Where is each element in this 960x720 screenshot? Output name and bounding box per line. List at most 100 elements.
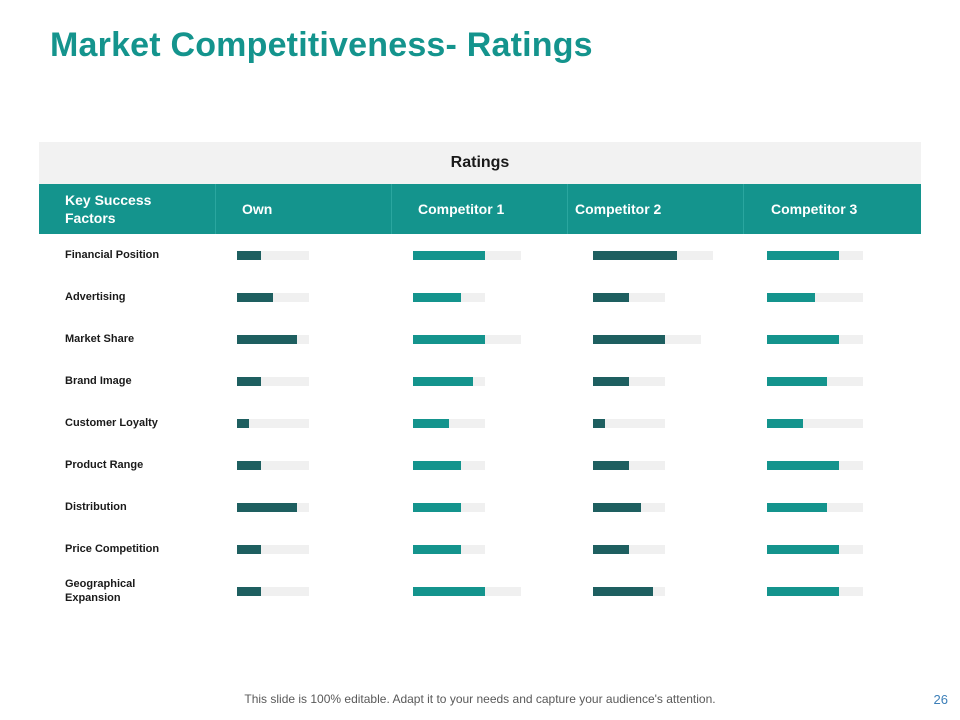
table-row: Price Competition bbox=[39, 528, 921, 570]
column-header-competitor-3: Competitor 3 bbox=[771, 201, 858, 217]
rating-bar-competitor-2 bbox=[593, 503, 641, 512]
rating-bar-competitor-1 bbox=[413, 251, 485, 260]
rating-bar-track bbox=[413, 251, 521, 260]
rating-bar-competitor-3 bbox=[767, 545, 839, 554]
rating-bar-own bbox=[237, 503, 297, 512]
rating-bar-competitor-1 bbox=[413, 587, 485, 596]
rating-bar-own bbox=[237, 377, 261, 386]
factor-label: Distribution bbox=[65, 501, 127, 513]
table-row: Geographical Expansion bbox=[39, 570, 921, 612]
rating-bar-track bbox=[237, 419, 309, 428]
header-divider bbox=[215, 184, 216, 234]
header-divider bbox=[391, 184, 392, 234]
ratings-band-title: Ratings bbox=[39, 142, 921, 184]
column-header-own: Own bbox=[242, 201, 273, 217]
factor-label: Product Range bbox=[65, 459, 144, 471]
rating-bar-competitor-2 bbox=[593, 545, 629, 554]
rating-bar-track bbox=[413, 419, 485, 428]
column-header-competitor-1: Competitor 1 bbox=[418, 201, 505, 217]
factor-label: Brand Image bbox=[65, 375, 132, 387]
factor-label: Price Competition bbox=[65, 543, 160, 555]
factor-label: Financial Position bbox=[65, 249, 160, 261]
rating-bar-competitor-2 bbox=[593, 419, 605, 428]
header-divider bbox=[567, 184, 568, 234]
rating-bar-track bbox=[593, 335, 701, 344]
rating-bar-competitor-1 bbox=[413, 503, 461, 512]
rating-bar-own bbox=[237, 251, 261, 260]
rating-bar-track bbox=[767, 419, 863, 428]
table-row: Market Share bbox=[39, 318, 921, 360]
rating-bar-track bbox=[237, 545, 309, 554]
slide-title: Market Competitiveness- Ratings bbox=[50, 26, 593, 64]
rating-bar-competitor-2 bbox=[593, 335, 665, 344]
rating-bar-track bbox=[767, 461, 863, 470]
rating-bar-track bbox=[767, 377, 863, 386]
rating-bar-track bbox=[413, 587, 521, 596]
page-number: 26 bbox=[933, 692, 948, 707]
rating-bar-track bbox=[593, 251, 713, 260]
table-row: Product Range bbox=[39, 444, 921, 486]
factor-label: Advertising bbox=[65, 291, 126, 303]
rating-bar-track bbox=[237, 587, 309, 596]
rating-bar-competitor-1 bbox=[413, 419, 449, 428]
rating-bar-track bbox=[237, 335, 309, 344]
rating-bar-own bbox=[237, 335, 297, 344]
rating-bar-competitor-2 bbox=[593, 293, 629, 302]
rating-bar-competitor-2 bbox=[593, 251, 677, 260]
factor-label: Geographical Expansion bbox=[65, 578, 136, 604]
ratings-table: Ratings Key Success Factors Own Competito… bbox=[39, 142, 921, 614]
rating-bar-competitor-3 bbox=[767, 503, 827, 512]
rating-bar-track bbox=[413, 503, 485, 512]
rating-bar-competitor-2 bbox=[593, 377, 629, 386]
table-row: Distribution bbox=[39, 486, 921, 528]
rating-bar-competitor-1 bbox=[413, 377, 473, 386]
rating-bar-track bbox=[593, 293, 665, 302]
rating-bar-track bbox=[237, 293, 309, 302]
rating-bar-track bbox=[767, 251, 863, 260]
factor-label: Market Share bbox=[65, 333, 135, 345]
rating-bar-track bbox=[413, 461, 485, 470]
rating-bar-track bbox=[593, 377, 665, 386]
table-row: Brand Image bbox=[39, 360, 921, 402]
column-header-competitor-2: Competitor 2 bbox=[575, 201, 662, 217]
rating-bar-own bbox=[237, 419, 249, 428]
rating-bar-competitor-1 bbox=[413, 293, 461, 302]
table-body: Financial Position Advertising Market Shar… bbox=[39, 234, 921, 614]
rating-bar-track bbox=[767, 293, 863, 302]
rating-bar-track bbox=[237, 461, 309, 470]
rating-bar-competitor-1 bbox=[413, 461, 461, 470]
rating-bar-track bbox=[593, 587, 665, 596]
rating-bar-competitor-3 bbox=[767, 335, 839, 344]
footer-note: This slide is 100% editable. Adapt it to… bbox=[244, 692, 716, 706]
table-header-row: Key Success Factors Own Competitor 1 Compe… bbox=[39, 184, 921, 234]
rating-bar-competitor-3 bbox=[767, 587, 839, 596]
rating-bar-competitor-1 bbox=[413, 335, 485, 344]
rating-bar-track bbox=[767, 503, 863, 512]
rating-bar-track bbox=[413, 335, 521, 344]
rating-bar-own bbox=[237, 461, 261, 470]
rating-bar-own bbox=[237, 545, 261, 554]
rating-bar-track bbox=[593, 545, 665, 554]
rating-bar-own bbox=[237, 293, 273, 302]
rating-bar-track bbox=[413, 377, 485, 386]
table-row: Customer Loyalty bbox=[39, 402, 921, 444]
rating-bar-track bbox=[413, 545, 485, 554]
rating-bar-competitor-2 bbox=[593, 587, 653, 596]
rating-bar-competitor-3 bbox=[767, 377, 827, 386]
rating-bar-track bbox=[237, 503, 309, 512]
rating-bar-competitor-3 bbox=[767, 293, 815, 302]
rating-bar-track bbox=[767, 545, 863, 554]
rating-bar-own bbox=[237, 587, 261, 596]
rating-bar-competitor-3 bbox=[767, 251, 839, 260]
rating-bar-track bbox=[237, 377, 309, 386]
key-success-factors-header: Key Success Factors bbox=[65, 192, 152, 226]
table-row: Advertising bbox=[39, 276, 921, 318]
rating-bar-competitor-1 bbox=[413, 545, 461, 554]
table-row: Financial Position bbox=[39, 234, 921, 276]
rating-bar-track bbox=[767, 587, 863, 596]
rating-bar-track bbox=[593, 503, 665, 512]
rating-bar-competitor-2 bbox=[593, 461, 629, 470]
rating-bar-track bbox=[593, 419, 665, 428]
header-divider bbox=[743, 184, 744, 234]
rating-bar-track bbox=[767, 335, 863, 344]
